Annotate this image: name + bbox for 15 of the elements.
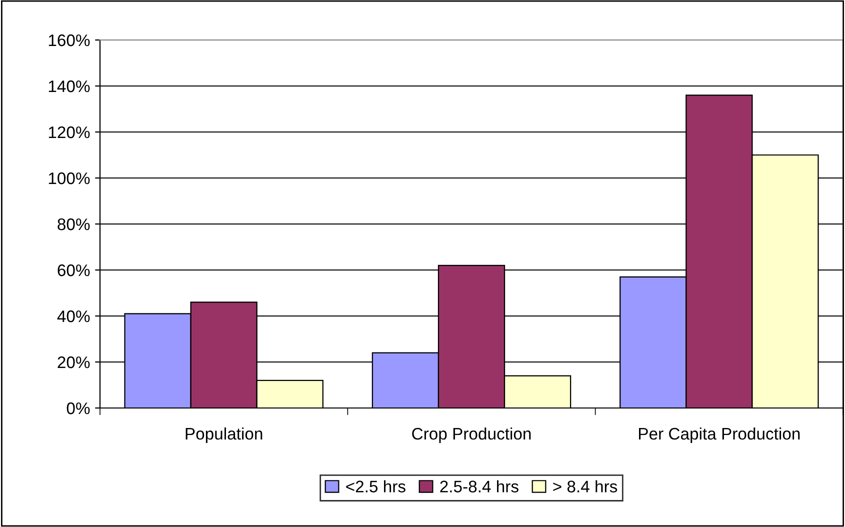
- y-tick-label: 120%: [48, 126, 90, 138]
- y-tick-label: 80%: [58, 218, 90, 230]
- y-tick-label: 0%: [66, 402, 90, 414]
- y-tick-label: 100%: [48, 172, 90, 184]
- y-tick-label: 60%: [58, 264, 90, 276]
- legend-label: 2.5-8.4 hrs: [440, 480, 518, 492]
- x-tick-label: Population: [186, 427, 262, 443]
- legend-label: <2.5 hrs: [346, 480, 406, 492]
- x-tick-label: Crop Production: [412, 427, 531, 443]
- y-tick-label: 160%: [48, 34, 90, 46]
- y-tick-label: 20%: [58, 356, 90, 368]
- y-tick-label: 140%: [48, 80, 90, 92]
- legend-label: > 8.4 hrs: [553, 480, 618, 492]
- y-tick-label: 40%: [57, 310, 90, 322]
- x-tick-label: Per Capita Production: [639, 427, 800, 443]
